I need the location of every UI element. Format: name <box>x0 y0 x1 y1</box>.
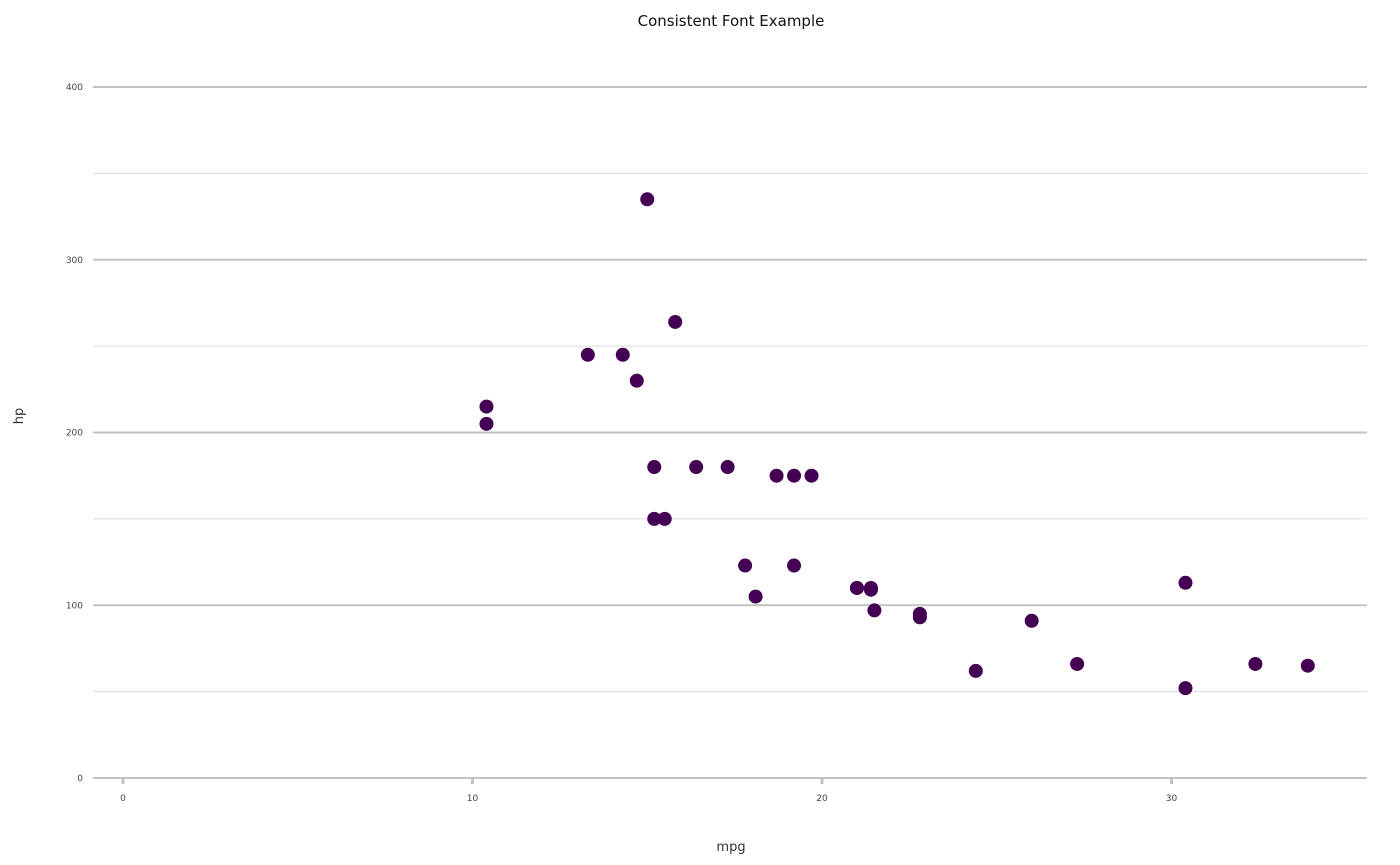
data-point <box>657 511 672 526</box>
data-point <box>738 558 753 573</box>
data-point <box>615 347 630 362</box>
data-point <box>1178 681 1193 696</box>
y-tick-label: 400 <box>66 83 83 93</box>
data-point <box>629 373 644 388</box>
data-point <box>689 460 704 475</box>
y-tick-label: 300 <box>66 256 83 266</box>
data-point <box>968 663 983 678</box>
data-point <box>1300 658 1315 673</box>
data-point <box>748 589 763 604</box>
data-point <box>863 582 878 597</box>
x-tick-label: 10 <box>467 794 479 804</box>
data-point <box>479 399 494 414</box>
data-point <box>1248 656 1263 671</box>
data-point <box>1070 656 1085 671</box>
x-tick-label: 0 <box>120 794 126 804</box>
data-points <box>479 192 1315 696</box>
data-point <box>580 347 595 362</box>
data-point <box>647 460 662 475</box>
data-point <box>867 603 882 618</box>
data-point <box>647 511 662 526</box>
data-point <box>769 468 784 483</box>
x-axis-title: mpg <box>716 840 745 855</box>
data-point <box>912 606 927 621</box>
data-point <box>787 558 802 573</box>
y-tick-label: 200 <box>66 429 83 439</box>
y-axis-labels: 0 100 200 300 400 <box>66 83 83 784</box>
x-axis-labels: 0 10 20 30 <box>120 794 1177 804</box>
y-tick-label: 100 <box>66 601 83 611</box>
data-point <box>720 460 735 475</box>
data-point <box>479 416 494 431</box>
x-axis-ticks <box>121 778 1173 784</box>
data-point <box>1024 613 1039 628</box>
y-tick-label: 0 <box>77 774 83 784</box>
data-point <box>804 468 819 483</box>
gridlines <box>93 86 1367 779</box>
x-tick-label: 20 <box>816 794 828 804</box>
data-point <box>640 192 655 207</box>
y-axis-title: hp <box>12 408 27 425</box>
data-point <box>849 580 864 595</box>
data-point <box>787 468 802 483</box>
data-point <box>1178 575 1193 590</box>
chart-title: Consistent Font Example <box>638 12 825 30</box>
data-point <box>668 314 683 329</box>
x-tick-label: 30 <box>1166 794 1178 804</box>
